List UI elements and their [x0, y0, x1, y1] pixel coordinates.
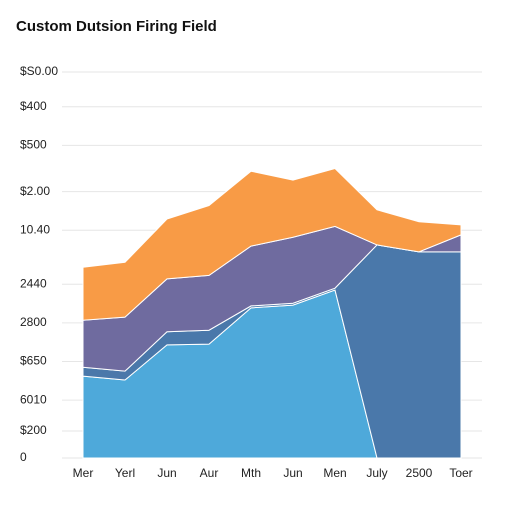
x-tick-label: Men: [323, 466, 346, 480]
y-tick-label: 10.40: [20, 222, 50, 236]
y-tick-label: $400: [20, 99, 47, 113]
x-tick-label: 2500: [406, 466, 433, 480]
x-tick-label: July: [366, 466, 387, 480]
chart-title: Custom Dutsion Firing Field: [16, 18, 217, 35]
x-tick-label: Aur: [200, 466, 219, 480]
area: [82, 167, 462, 321]
y-tick-label: 2440: [20, 276, 47, 290]
y-tick-label: 0: [20, 450, 27, 464]
y-tick-label: $S0.00: [20, 64, 58, 78]
y-tick-label: $2.00: [20, 184, 50, 198]
x-tick-label: Jun: [157, 466, 176, 480]
x-tick-label: Mer: [73, 466, 94, 480]
x-tick-label: Toer: [449, 466, 472, 480]
y-tick-label: $500: [20, 138, 47, 152]
y-tick-label: $200: [20, 423, 47, 437]
y-tick-label: 6010: [20, 392, 47, 406]
x-tick-label: Yerl: [115, 466, 135, 480]
y-tick-label: 2800: [20, 315, 47, 329]
x-tick-label: Jun: [283, 466, 302, 480]
y-tick-label: $650: [20, 354, 47, 368]
x-tick-label: Mth: [241, 466, 261, 480]
